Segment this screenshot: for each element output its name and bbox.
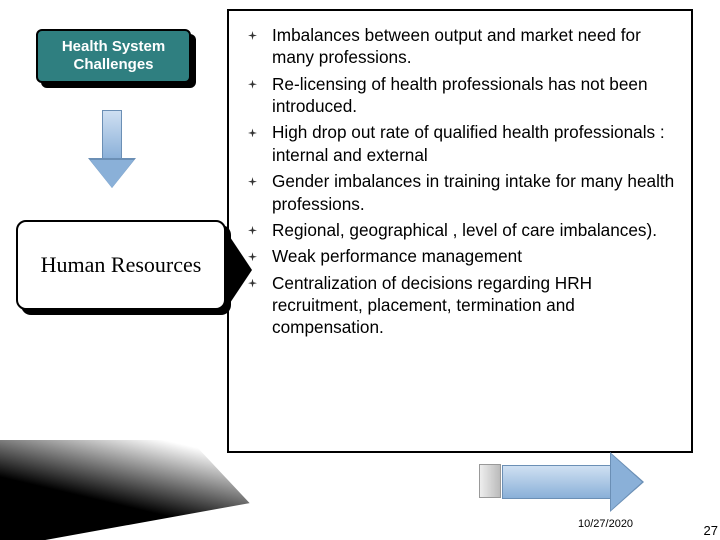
list-item: Gender imbalances in training intake for… — [248, 170, 686, 215]
bullet-text: Regional, geographical , level of care i… — [272, 220, 657, 240]
list-item: Weak performance management — [248, 245, 686, 267]
challenges-label: Health System Challenges — [38, 38, 189, 74]
hr-label: Human Resources — [41, 252, 202, 277]
bullet-text: Imbalances between output and market nee… — [272, 25, 641, 67]
bullet-text: Re-licensing of health professionals has… — [272, 74, 648, 116]
bullet-text: High drop out rate of qualified health p… — [272, 122, 665, 164]
page-number: 27 — [704, 523, 718, 538]
bullet-text: Weak performance management — [272, 246, 522, 266]
bullet-list: Imbalances between output and market nee… — [248, 24, 686, 343]
right-arrow-icon — [502, 452, 652, 512]
list-item: Re-licensing of health professionals has… — [248, 73, 686, 118]
accent-wedge — [479, 464, 501, 498]
bullet-text: Gender imbalances in training intake for… — [272, 171, 674, 213]
list-item: Centralization of decisions regarding HR… — [248, 272, 686, 339]
bullet-text: Centralization of decisions regarding HR… — [272, 273, 592, 338]
down-arrow-icon — [90, 110, 134, 188]
hr-box: Human Resources — [16, 220, 226, 310]
footer-date: 10/27/2020 — [578, 518, 633, 530]
list-item: High drop out rate of qualified health p… — [248, 121, 686, 166]
list-item: Regional, geographical , level of care i… — [248, 219, 686, 241]
challenges-box: Health System Challenges — [36, 29, 191, 83]
bottom-left-decoration — [0, 440, 265, 540]
list-item: Imbalances between output and market nee… — [248, 24, 686, 69]
